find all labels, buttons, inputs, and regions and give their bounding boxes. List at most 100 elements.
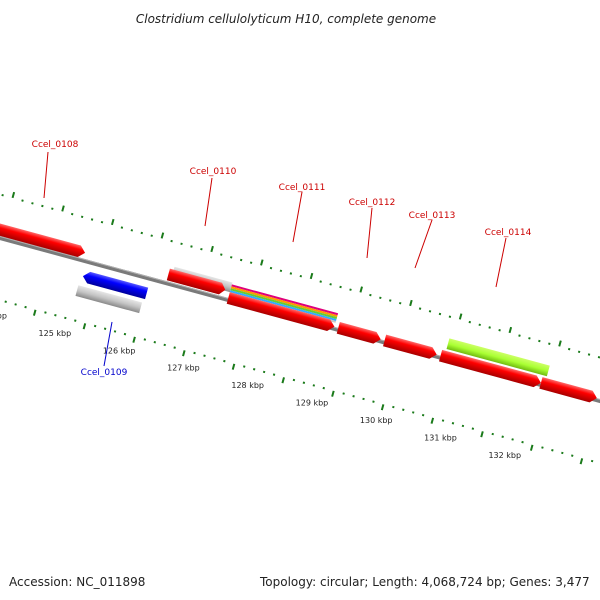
gene-label-ccel-0113[interactable]: Ccel_0113: [409, 211, 456, 221]
tick-mark: [103, 327, 107, 330]
gene-label-ccel-0112[interactable]: Ccel_0112: [349, 198, 396, 208]
tick-mark: [491, 432, 494, 436]
topology-summary-text: Topology: circular; Length: 4,068,724 bp…: [260, 575, 590, 589]
tick-mark: [213, 357, 216, 360]
tick-mark: [272, 373, 276, 376]
tick-mark: [471, 427, 475, 430]
tick-mark: [252, 368, 256, 371]
tick-mark: [44, 311, 47, 314]
tick-mark: [163, 343, 166, 347]
tick-mark: [262, 370, 266, 374]
tick-mark: [521, 440, 524, 444]
tick-mark: [309, 272, 314, 280]
upper-tick-row: [1, 191, 600, 359]
tick-mark: [458, 313, 463, 320]
tick-mark: [428, 310, 432, 313]
tick-mark: [418, 307, 422, 310]
gene-label-ccel-0111[interactable]: Ccel_0111: [279, 183, 326, 193]
gene-ccel-0113-arrow[interactable]: [383, 334, 438, 361]
tick-mark: [14, 303, 17, 306]
tick-mark: [281, 377, 285, 384]
gene-ccel-0112-arrow[interactable]: [336, 322, 383, 345]
tick-mark: [379, 296, 382, 300]
gene-label-ccel-0110[interactable]: Ccel_0110: [190, 167, 237, 177]
tick-mark: [538, 339, 541, 343]
gene-ccel-0114-block[interactable]: [438, 337, 550, 389]
map-track: 124 kbp 125 kbp 126 kbp 127 kbp 128 kbp 129 k…: [0, 191, 600, 465]
tick-mark: [541, 446, 544, 449]
gene-labels: Ccel_0108 Ccel_0110 Ccel_0111 Ccel_0112 …: [32, 140, 532, 378]
tick-mark: [64, 316, 67, 320]
tick-mark: [230, 256, 233, 259]
tick-mark: [451, 422, 455, 425]
tick-mark: [110, 218, 115, 226]
tick-mark: [352, 395, 355, 398]
map-title: Clostridium cellulolyticum H10, complete…: [136, 12, 436, 26]
tick-mark: [80, 215, 84, 219]
tick-mark: [402, 408, 405, 411]
tick-mark: [438, 312, 442, 316]
tick-mark: [339, 285, 342, 289]
tick-mark: [411, 411, 415, 414]
tick-mark: [398, 301, 402, 305]
kbp-label: 124 kbp: [0, 311, 7, 320]
tick-mark: [210, 245, 214, 253]
gene-ccel-0109-pseudo[interactable]: [75, 285, 143, 314]
accession-text: Accession: NC_011898: [9, 575, 146, 589]
tick-mark: [239, 258, 243, 262]
tick-mark: [359, 286, 363, 293]
tick-mark: [461, 424, 465, 428]
gene-ccel-0109-arrow[interactable]: [81, 270, 149, 300]
tick-mark: [409, 299, 413, 307]
gene-ccel-0110-block[interactable]: [166, 266, 233, 297]
tick-mark: [74, 319, 77, 322]
tick-mark: [372, 400, 375, 403]
tick-mark: [180, 242, 183, 246]
tick-mark: [511, 438, 514, 441]
gene-ccel-0108-arrow[interactable]: [0, 219, 87, 258]
tick-mark: [31, 202, 34, 205]
gene-label-ccel-0109[interactable]: Ccel_0109: [81, 368, 128, 378]
gene-next-arrow[interactable]: [539, 377, 598, 404]
tick-mark: [132, 336, 136, 343]
tick-mark: [90, 218, 94, 221]
tick-mark: [508, 326, 513, 334]
tick-mark: [11, 191, 16, 199]
tick-mark: [571, 454, 574, 457]
tick-mark: [203, 354, 206, 357]
tick-mark: [362, 397, 365, 401]
kbp-label: 127 kbp: [167, 364, 200, 373]
tick-mark: [369, 293, 372, 297]
tick-mark: [173, 346, 176, 349]
tick-mark: [430, 417, 435, 424]
gene-ccel-0111-block[interactable]: [226, 284, 339, 332]
gene-label-ccel-0114[interactable]: Ccel_0114: [485, 228, 532, 238]
tick-mark: [200, 247, 203, 251]
tick-mark: [190, 245, 193, 248]
tick-mark: [567, 347, 571, 351]
tick-mark: [590, 459, 594, 463]
tick-mark: [51, 207, 54, 210]
tick-mark: [551, 449, 554, 452]
tick-mark: [249, 261, 253, 264]
kbp-label: 125 kbp: [39, 329, 72, 338]
kbp-label: 130 kbp: [360, 416, 393, 425]
tick-mark: [21, 199, 24, 202]
lower-tick-row: [4, 300, 594, 465]
tick-mark: [1, 193, 4, 197]
tick-mark: [123, 332, 127, 336]
tick-mark: [319, 280, 322, 283]
tick-mark: [170, 239, 173, 243]
tick-mark: [529, 444, 534, 451]
tick-mark: [329, 283, 332, 286]
tick-mark: [587, 353, 591, 356]
tick-mark: [349, 288, 352, 291]
tick-mark: [153, 341, 157, 344]
kbp-label: 131 kbp: [424, 434, 457, 443]
tick-mark: [558, 340, 562, 347]
gene-label-ccel-0108[interactable]: Ccel_0108: [32, 140, 79, 150]
tick-mark: [448, 315, 452, 318]
tick-mark: [322, 386, 325, 390]
tick-mark: [140, 231, 143, 235]
